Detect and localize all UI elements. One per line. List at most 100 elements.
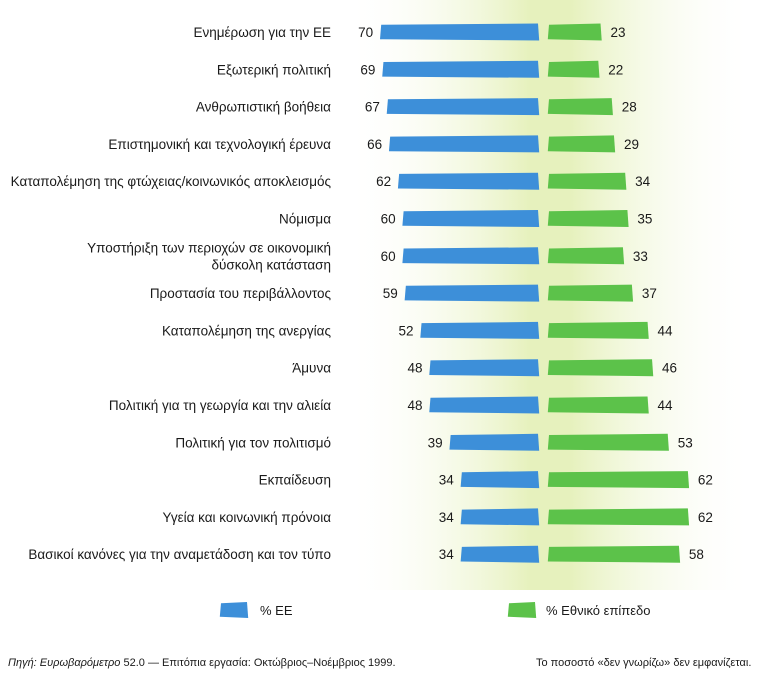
chart-row: Εκπαίδευση 34 62 [259, 471, 713, 489]
source-footnote: Πηγή: Ευρωβαρόμετρο 52.0 — Επιτόπια εργα… [8, 657, 396, 669]
bar-national [547, 508, 690, 526]
value-label-eu: 60 [381, 249, 396, 264]
chart-row: Βασικοί κανόνες για την αναμετάδοση και … [28, 545, 704, 563]
value-label-eu: 34 [439, 547, 455, 562]
bar-national [547, 210, 629, 227]
value-label-national: 34 [635, 174, 651, 189]
bar-national [547, 23, 602, 41]
bar-eu [429, 359, 540, 377]
diverging-bar-chart: Ενημέρωση για την ΕΕ 70 23 Εξωτερική πολιτι… [11, 0, 755, 618]
bar-national [547, 284, 634, 302]
bar-eu [460, 471, 540, 489]
category-label: Άμυνα [292, 361, 331, 376]
category-label: Υγεία και κοινωνική πρόνοια [162, 510, 331, 525]
legend-swatch [507, 602, 537, 618]
bar-eu [386, 98, 540, 116]
bar-national [547, 321, 649, 339]
bar-eu [449, 433, 540, 451]
bar-eu [380, 23, 540, 41]
legend-swatch [219, 602, 249, 618]
legend-item-eu: % ΕΕ [219, 602, 293, 618]
category-label: Βασικοί κανόνες για την αναμετάδοση και … [28, 547, 331, 562]
bar-eu [420, 321, 540, 339]
value-label-national: 62 [698, 510, 713, 525]
chart-row: Άμυνα 48 46 [292, 359, 677, 377]
bar-eu [397, 172, 540, 190]
value-label-national: 44 [658, 398, 674, 413]
bar-national [547, 545, 681, 563]
value-label-eu: 48 [407, 361, 422, 376]
legend-label: % ΕΕ [260, 603, 293, 618]
value-label-national: 44 [658, 323, 674, 338]
bar-eu [402, 247, 540, 265]
chart-row: Επιστημονική και τεχνολογική έρευνα 66 29 [108, 135, 639, 153]
bar-eu [429, 396, 540, 414]
value-label-national: 33 [633, 249, 648, 264]
value-label-eu: 69 [360, 62, 375, 77]
category-label: Καταπολέμηση της φτώχειας/κοινωνικός απο… [11, 174, 332, 189]
bar-national [547, 135, 616, 153]
chart-row: Πολιτική για τον πολιτισμό 39 53 [175, 433, 693, 451]
value-label-national: 22 [608, 62, 623, 77]
value-label-national: 53 [678, 435, 693, 450]
value-label-eu: 62 [376, 174, 391, 189]
chart-row: Νόμισμα 60 35 [279, 210, 652, 227]
value-label-national: 23 [611, 25, 626, 40]
category-label: Υποστήριξη των περιοχών σε οικονομική δύσ… [87, 240, 331, 272]
category-label: Εκπαίδευση [259, 473, 331, 488]
legend: % ΕΕ % Εθνικό επίπεδο [219, 602, 651, 618]
value-label-eu: 34 [439, 510, 455, 525]
chart-row: Πολιτική για τη γεωργία και την αλιεία 48… [109, 396, 674, 414]
bar-national [547, 60, 600, 78]
value-label-national: 46 [662, 361, 677, 376]
category-label: Ενημέρωση για την ΕΕ [193, 25, 331, 40]
value-label-eu: 60 [381, 212, 396, 227]
category-label: Πολιτική για τη γεωργία και την αλιεία [109, 398, 331, 413]
category-label: Προστασία του περιβάλλοντος [150, 286, 332, 301]
chart-row: Ενημέρωση για την ΕΕ 70 23 [193, 23, 626, 41]
chart-row: Προστασία του περιβάλλοντος 59 37 [150, 284, 657, 302]
bar-eu [404, 284, 540, 302]
bar-eu [388, 135, 540, 153]
chart-row: Εξωτερική πολιτική 69 22 [217, 60, 623, 78]
source-label: Πηγή: Ευρωβαρόμετρο [8, 657, 121, 669]
dont-know-footnote: Το ποσοστό «δεν γνωρίζω» δεν εμφανίζεται… [536, 657, 752, 669]
bar-national [547, 396, 649, 414]
category-label: Καταπολέμηση της ανεργίας [162, 323, 332, 338]
value-label-national: 28 [622, 100, 637, 115]
value-label-eu: 34 [439, 473, 455, 488]
value-label-national: 37 [642, 286, 657, 301]
category-label: Ανθρωπιστική βοήθεια [196, 100, 331, 115]
bar-national [547, 247, 625, 265]
value-label-eu: 66 [367, 137, 382, 152]
bar-eu [382, 60, 540, 78]
value-label-national: 58 [689, 547, 704, 562]
chart-row: Καταπολέμηση της φτώχειας/κοινωνικός απο… [11, 172, 651, 190]
value-label-eu: 59 [383, 286, 398, 301]
legend-label: % Εθνικό επίπεδο [546, 603, 651, 618]
bar-national [547, 359, 654, 377]
category-label: Πολιτική για τον πολιτισμό [175, 435, 331, 450]
bar-national [547, 471, 690, 489]
chart-row: Υποστήριξη των περιοχών σε οικονομική δύσ… [87, 240, 648, 272]
chart-row: Καταπολέμηση της ανεργίας 52 44 [162, 321, 674, 339]
bar-national [547, 172, 627, 190]
category-label: Νόμισμα [279, 212, 331, 227]
source-details: 52.0 — Επιτόπια εργασία: Οκτώβριος–Νοέμβ… [120, 657, 396, 669]
value-label-eu: 39 [428, 435, 443, 450]
value-label-eu: 52 [398, 323, 413, 338]
value-label-eu: 67 [365, 100, 380, 115]
bar-national [547, 98, 613, 116]
value-label-eu: 48 [407, 398, 422, 413]
category-label: Επιστημονική και τεχνολογική έρευνα [108, 137, 331, 152]
value-label-eu: 70 [358, 25, 373, 40]
value-label-national: 29 [624, 137, 639, 152]
value-label-national: 35 [637, 212, 652, 227]
bar-eu [460, 508, 540, 526]
chart-row: Ανθρωπιστική βοήθεια 67 28 [196, 98, 637, 116]
bar-eu [460, 545, 540, 563]
chart-row: Υγεία και κοινωνική πρόνοια 34 62 [162, 508, 713, 526]
category-label: Εξωτερική πολιτική [217, 62, 331, 77]
bar-national [547, 433, 669, 451]
chart-rows: Ενημέρωση για την ΕΕ 70 23 Εξωτερική πολιτι… [11, 23, 713, 563]
